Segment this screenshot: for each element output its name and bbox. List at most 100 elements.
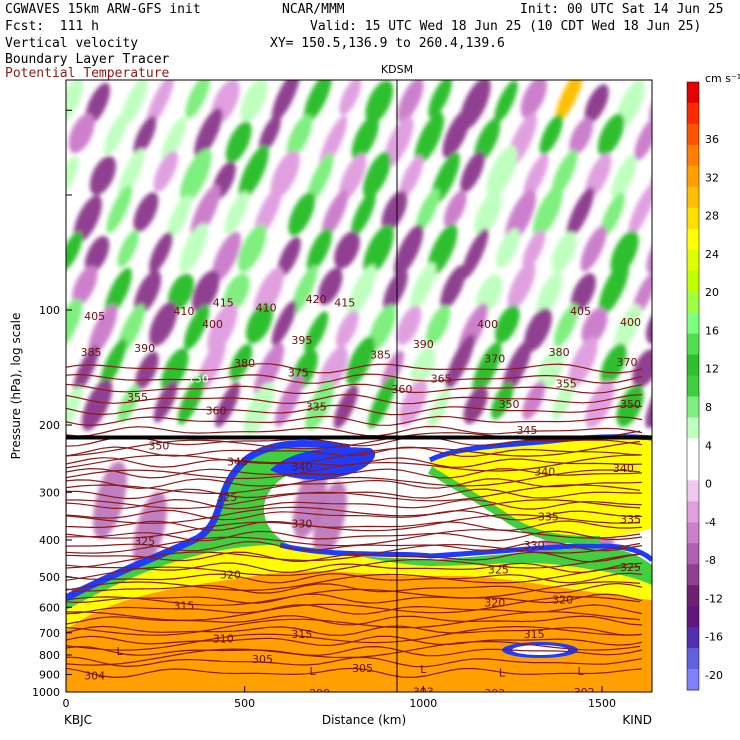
theta-contour: [66, 484, 641, 526]
colorbar-label: 36: [705, 133, 719, 146]
wave-cell: [319, 115, 348, 169]
descent-cell: [292, 461, 328, 539]
theta-label: 305: [252, 653, 273, 666]
theta-label: 360: [391, 383, 412, 396]
wave-cell: [396, 305, 422, 346]
wave-cell: [350, 190, 376, 237]
theta-label: 390: [413, 338, 434, 351]
wave-cell: [522, 229, 546, 270]
theta-contour: [66, 542, 641, 582]
wave-cell: [460, 151, 485, 193]
wave-cell: [291, 264, 318, 315]
colorbar-swatch: [687, 375, 699, 397]
wave-cell: [237, 224, 267, 273]
wave-cell: [568, 336, 598, 388]
wave-cell: [271, 300, 297, 346]
theta-label: 400: [620, 316, 641, 329]
wave-cell: [634, 117, 652, 161]
colorbar-swatch: [687, 123, 699, 146]
theta-label: 335: [620, 513, 641, 526]
colorbar-swatch: [687, 186, 699, 209]
wave-cell: [146, 80, 175, 128]
wave-cell: [474, 191, 502, 236]
colorbar: cm s⁻¹ 36 32 28 24 20 16 12 8 4 0 -4 -8 -12 -16 -20: [686, 72, 740, 691]
wave-cell: [613, 304, 642, 353]
wave-cell: [598, 260, 630, 315]
theta-label: 380: [549, 346, 570, 359]
colorbar-swatch: [687, 417, 699, 439]
theta-contour: [66, 394, 643, 405]
theta-contour: [66, 415, 643, 427]
wave-cell: [258, 114, 281, 153]
theta-label: 299: [309, 687, 330, 700]
wave-cell: [66, 298, 82, 350]
wave-cell: [207, 302, 238, 354]
colorbar-label: 0: [705, 478, 712, 491]
theta-label: 375: [288, 367, 309, 380]
xy-endpoints: XY= 150.5,136.9 to 260.4,139.6: [270, 36, 505, 51]
y-axis-label: Pressure (hPa), log scale: [9, 313, 23, 460]
theta-contour: [66, 467, 643, 479]
colorbar-swatch: [687, 102, 699, 125]
colorbar-swatch: [687, 165, 699, 188]
colorbar-swatch: [687, 228, 699, 251]
theta-contour: [66, 656, 643, 668]
wave-cell: [584, 84, 609, 124]
theta-lines: [66, 363, 643, 680]
theta-label: 420: [306, 293, 327, 306]
wave-cell: [73, 345, 99, 394]
wave-cell: [66, 231, 83, 271]
theta-contour: [66, 553, 641, 596]
theta-label: 385: [81, 346, 102, 359]
theta-label: 345: [227, 456, 248, 469]
wave-cell: [335, 310, 359, 349]
wave-cell: [494, 80, 518, 123]
theta-contour: [66, 469, 641, 512]
wave-cell: [610, 230, 639, 276]
wave-cell: [161, 116, 187, 162]
wave-cell: [277, 236, 301, 277]
wave-cell: [363, 224, 394, 276]
wave-cell: [224, 191, 249, 234]
theta-label: 415: [213, 296, 234, 309]
theta-label: 335: [538, 510, 559, 523]
theta-label: 350: [148, 440, 169, 453]
right-endpoint-label: KIND: [622, 713, 652, 727]
colorbar-swatch: [687, 606, 699, 628]
wave-cell: [523, 153, 549, 200]
theta-contour: [66, 520, 643, 532]
theta-contour: [66, 514, 641, 554]
field-vertical-velocity: Vertical velocity: [5, 36, 139, 51]
wave-cell: [581, 307, 608, 346]
wave-cell: [167, 273, 195, 312]
wave-cell: [486, 145, 518, 198]
wave-cell: [569, 117, 594, 155]
theta-contour: [66, 404, 643, 416]
theta-contour: [66, 667, 643, 679]
theta-contour: [66, 596, 641, 638]
wave-cell: [611, 154, 637, 200]
colorbar-unit: cm s⁻¹: [705, 72, 740, 85]
theta-label: 355: [556, 378, 577, 391]
forecast-hour: Fcst: 111 h: [5, 19, 99, 34]
theta-label: 405: [84, 310, 105, 323]
wave-cell: [368, 304, 397, 352]
x-tick-label: 1500: [588, 697, 616, 710]
wave-cell: [426, 305, 451, 346]
wave-cell: [362, 151, 391, 199]
wave-cell: [537, 348, 565, 391]
wave-cell: [551, 149, 578, 198]
wave-cell: [555, 80, 584, 123]
theta-label: 350: [499, 398, 520, 411]
wave-cell: [191, 270, 220, 313]
low-marker: L: [577, 665, 584, 678]
wave-cell: [212, 231, 241, 282]
theta-contour: [66, 499, 641, 540]
theta-label: 360: [206, 404, 227, 417]
wave-cell: [414, 112, 445, 165]
y-tick-label: 600: [39, 601, 60, 614]
theta-label: 370: [616, 356, 637, 369]
wave-cell: [472, 342, 502, 395]
wave-cell: [245, 303, 273, 344]
